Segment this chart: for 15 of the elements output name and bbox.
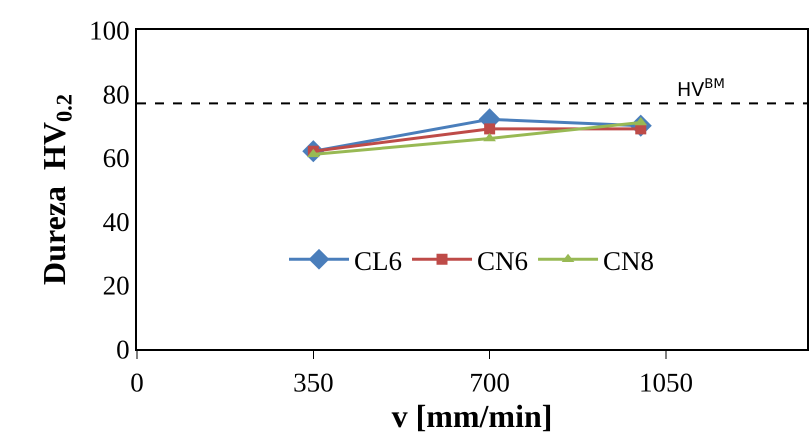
y-tick-label: 40 xyxy=(102,206,130,237)
y-tick-label: 80 xyxy=(102,79,130,110)
y-tick-label: 0 xyxy=(116,334,130,364)
ref-line-label: HV$^{BM}$ xyxy=(677,77,725,101)
x-axis-title: v [mm/min] xyxy=(392,398,552,434)
legend-label: CL6 xyxy=(354,246,402,276)
y-tick-label: 100 xyxy=(89,15,130,46)
x-tick-label: 350 xyxy=(293,367,334,398)
legend-label: CN6 xyxy=(477,246,528,276)
y-tick-label: 60 xyxy=(102,143,130,174)
x-tick-label: 1050 xyxy=(638,367,693,398)
legend-label: CN8 xyxy=(603,246,654,276)
point xyxy=(484,123,496,134)
x-tick-label: 700 xyxy=(469,367,510,398)
y-tick-label: 20 xyxy=(102,270,130,301)
